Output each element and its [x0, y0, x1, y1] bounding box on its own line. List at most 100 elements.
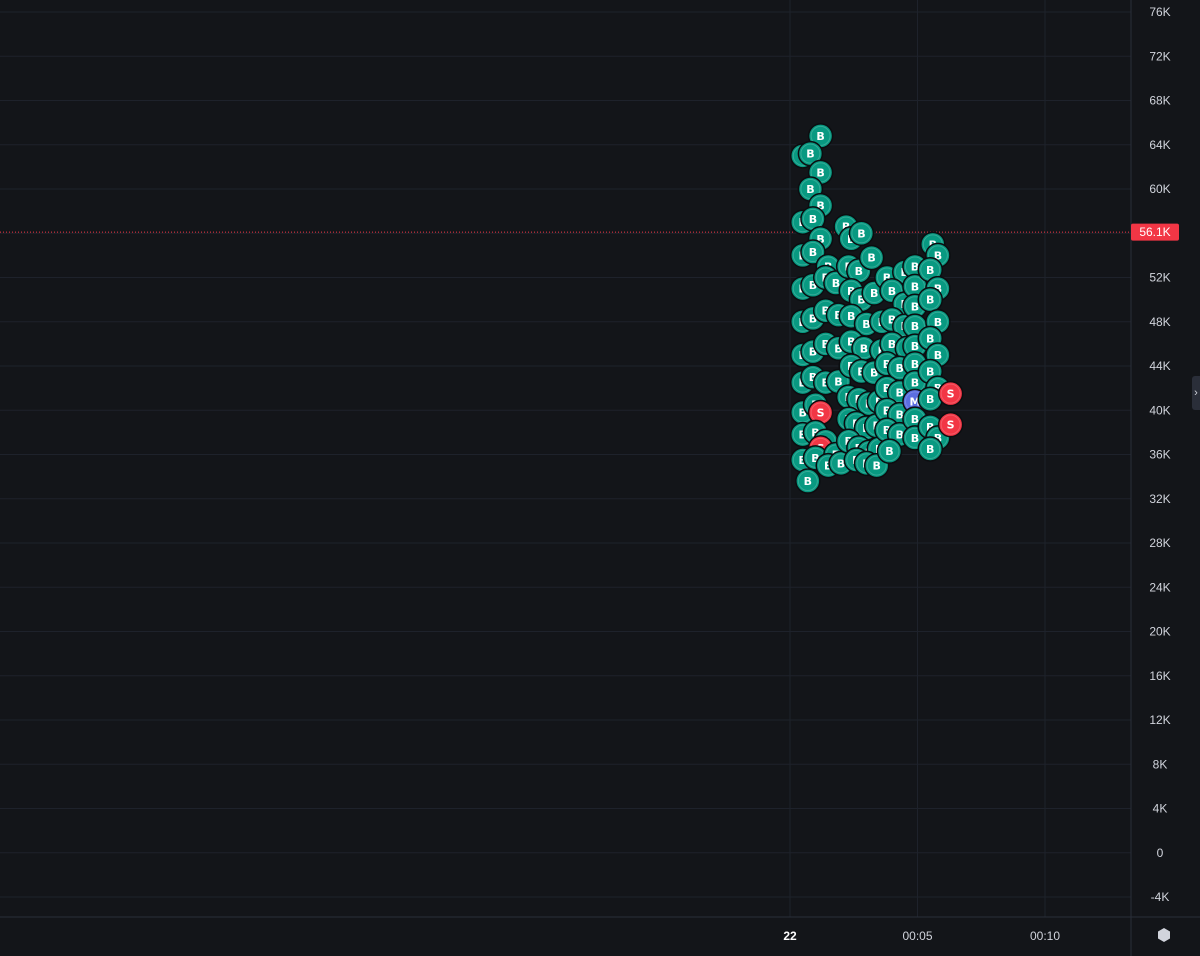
buy-marker-label: B	[870, 367, 878, 380]
y-tick-label: 44K	[1149, 359, 1170, 373]
buy-marker[interactable]: B	[858, 244, 885, 271]
buy-marker-ring	[848, 260, 869, 281]
buy-marker-ring	[851, 223, 872, 244]
buy-marker-label: B	[934, 316, 942, 329]
buy-marker[interactable]: B	[848, 220, 875, 246]
y-tick-label: -4K	[1151, 890, 1170, 904]
buy-marker-label: B	[822, 338, 830, 351]
buy-marker[interactable]: B	[917, 257, 943, 283]
buy-marker-ring	[920, 438, 941, 459]
buy-marker-label: B	[895, 429, 903, 442]
buy-marker-circle	[858, 244, 885, 271]
buy-marker-ring	[866, 455, 887, 476]
buy-marker-label: B	[911, 320, 919, 333]
buy-marker-label: B	[885, 445, 893, 458]
buy-marker-label: B	[809, 346, 817, 359]
buy-marker[interactable]: B	[917, 436, 943, 462]
buy-marker-label: B	[888, 338, 896, 351]
buy-marker-label: B	[811, 426, 819, 439]
misc-marker-label: M	[909, 395, 920, 408]
sell-marker-circle	[937, 380, 964, 407]
y-tick-label: 60K	[1149, 182, 1170, 196]
x-tick-label: 00:05	[902, 929, 932, 943]
buy-marker[interactable]: B	[917, 286, 943, 313]
buy-marker-label: B	[799, 429, 807, 442]
buy-marker-ring	[802, 242, 823, 263]
y-tick-label: 68K	[1149, 94, 1170, 108]
buy-marker-label: B	[926, 264, 934, 277]
buy-marker-ring	[882, 280, 902, 301]
buy-marker-label: B	[873, 460, 881, 473]
buy-marker-label: B	[806, 148, 814, 161]
buy-marker-label: B	[911, 300, 919, 313]
sell-marker[interactable]: S	[937, 380, 964, 407]
grid	[0, 0, 1131, 917]
chevron-right-icon[interactable]: ›	[1192, 376, 1200, 410]
buy-marker-label: B	[883, 272, 891, 285]
y-tick-label: 4K	[1153, 802, 1168, 816]
buy-marker-label: B	[837, 457, 845, 470]
buy-marker-label: B	[855, 265, 863, 278]
buy-marker-label: B	[834, 375, 842, 388]
buy-marker-ring	[861, 247, 882, 268]
y-tick-label: 64K	[1149, 138, 1170, 152]
buy-marker-label: B	[816, 200, 824, 213]
y-tick-label: 52K	[1149, 271, 1170, 285]
buy-marker-label: B	[895, 362, 903, 375]
buy-marker-label: B	[895, 409, 903, 422]
y-tick-label: 32K	[1149, 492, 1170, 506]
buy-marker[interactable]: B	[795, 468, 821, 494]
buy-marker-label: B	[809, 246, 817, 259]
sell-marker-circle	[937, 411, 964, 438]
buy-marker-label: B	[847, 310, 855, 323]
y-tick-label: 72K	[1149, 49, 1170, 63]
buy-marker-label: B	[934, 382, 942, 395]
buy-marker-label: B	[926, 294, 934, 307]
buy-marker-label: B	[816, 130, 824, 143]
buy-marker-label: B	[857, 227, 865, 240]
y-tick-label: 40K	[1149, 403, 1170, 417]
buy-marker-label: B	[926, 421, 934, 434]
buy-marker[interactable]: B	[876, 438, 903, 464]
buy-marker-ring	[920, 289, 941, 310]
buy-marker-label: B	[816, 233, 824, 246]
buy-marker-label: B	[806, 183, 814, 196]
hexagon-settings-icon[interactable]	[1156, 927, 1172, 943]
buy-marker-ring	[810, 125, 831, 146]
buy-marker-label: B	[867, 252, 875, 265]
buy-marker-label: B	[934, 283, 942, 296]
y-tick-label: 48K	[1149, 315, 1170, 329]
buy-marker-label: B	[799, 454, 807, 467]
buy-marker-label: B	[911, 413, 919, 426]
buy-marker-label: B	[847, 336, 855, 349]
buy-marker-label: B	[888, 285, 896, 298]
buy-marker-label: B	[834, 342, 842, 355]
buy-marker-label: B	[816, 166, 824, 179]
buy-marker-label: B	[883, 424, 891, 437]
buy-marker-circle	[876, 438, 903, 464]
price-axis[interactable]: -4K 0 4K 8K 12K 16K 20K 24K 28K 32K 36K 40K 44K 48K 52…	[1149, 5, 1170, 904]
buy-marker-label: B	[857, 366, 865, 379]
y-tick-label: 12K	[1149, 713, 1170, 727]
buy-marker-label: B	[824, 460, 832, 473]
last-price-label: 56.1K	[1139, 225, 1170, 239]
buy-marker-label: B	[811, 452, 819, 465]
buy-marker-label: B	[870, 287, 878, 300]
time-axis[interactable]: 23:3023:3523:4023:4523:5023:552200:0500:…	[0, 929, 1060, 943]
sell-marker[interactable]: S	[937, 411, 964, 438]
buy-marker-circle	[917, 436, 943, 462]
buy-marker-label: B	[926, 332, 934, 345]
y-tick-label: 8K	[1153, 757, 1168, 771]
last-price-tag: 56.1K	[1131, 223, 1179, 241]
buy-marker-label: B	[862, 318, 870, 331]
buy-marker-label: B	[911, 340, 919, 353]
buy-marker-label: B	[895, 387, 903, 400]
buy-marker-label: B	[934, 249, 942, 262]
buy-marker-label: B	[804, 475, 812, 488]
x-tick-label: 00:10	[1030, 929, 1060, 943]
buy-marker-ring	[802, 208, 823, 229]
y-tick-label: 28K	[1149, 536, 1170, 550]
buy-marker-label: B	[822, 305, 830, 318]
